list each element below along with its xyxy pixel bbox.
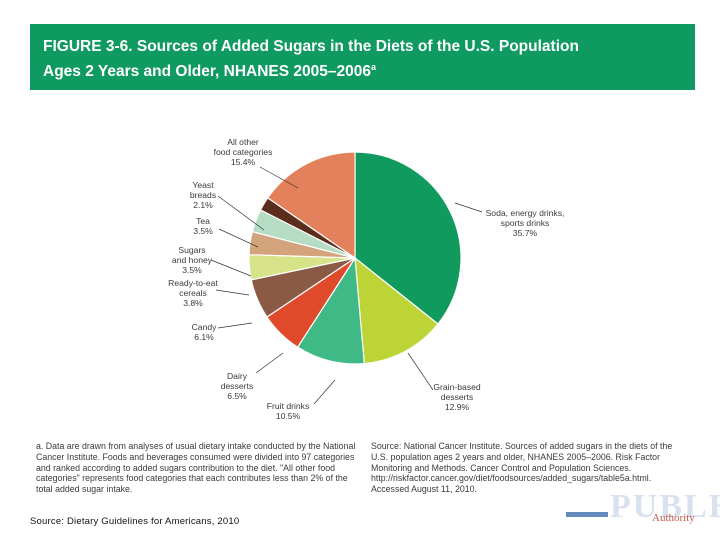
figure-title-line-2: Ages 2 Years and Older, NHANES 2005–2006: [43, 63, 371, 81]
figure-title-line-1: FIGURE 3-6. Sources of Added Sugars in t…: [43, 38, 579, 55]
pie-slice-soda-energy-drinks-sports-drinks: [354, 151, 462, 325]
leader-line-soda-energy-drinks-sports-drinks: [454, 202, 483, 213]
figure-panel: FIGURE 3-6. Sources of Added Sugars in t…: [30, 24, 695, 516]
footnote-source: Source: National Cancer Institute. Sourc…: [371, 441, 673, 495]
leader-line-fruit-drinks: [313, 379, 336, 405]
publisher-logo: PUBLH Authority: [566, 486, 720, 530]
slice-label-soda-energy-drinks-sports-drinks: Soda, energy drinks, sports drinks 35.7%: [486, 208, 565, 238]
slice-label-all-other-food-categories: All other food categories 15.4%: [214, 137, 273, 167]
leader-line-sugars-and-honey: [210, 259, 252, 277]
slice-label-yeast-breads: Yeast breads 2.1%: [190, 180, 216, 210]
slice-label-sugars-and-honey: Sugars and honey 3.5%: [172, 245, 213, 275]
leader-line-all-other-food-categories: [259, 166, 299, 189]
logo-letters: PUBLH: [610, 488, 720, 525]
slice-label-fruit-drinks: Fruit drinks 10.5%: [267, 401, 310, 421]
logo-tagline: Authority: [652, 512, 695, 524]
pie-slice-grain-based-desserts: [354, 256, 439, 365]
footnote-data-note: a. Data are drawn from analyses of usual…: [36, 441, 356, 495]
slice-label-dairy-desserts: Dairy desserts 6.5%: [221, 371, 253, 401]
leader-line-dairy-desserts: [255, 352, 284, 374]
pie-chart: Soda, energy drinks, sports drinks 35.7% Gr…: [168, 137, 565, 421]
figure-title: FIGURE 3-6. Sources of Added Sugars in t…: [43, 36, 683, 82]
slice-label-ready-to-eat-cereals: Ready-to-eat cereals 3.8%: [168, 278, 218, 308]
pie-slice-fruit-drinks: [296, 256, 365, 365]
logo-bar: [566, 512, 608, 517]
source-credit: Source: Dietary Guidelines for Americans…: [30, 516, 240, 527]
pie-slice-all-other-food-categories: [266, 151, 356, 260]
leader-line-tea: [218, 228, 259, 248]
figure-header: FIGURE 3-6. Sources of Added Sugars in t…: [30, 24, 695, 90]
figure-title-footnote-marker: a: [370, 62, 376, 72]
slice-label-grain-based-desserts: Grain-based desserts 12.9%: [433, 382, 481, 412]
leader-line-yeast-breads: [217, 195, 265, 231]
pie-chart-area: Soda, energy drinks, sports drinks 35.7% Gr…: [30, 90, 695, 460]
leader-line-ready-to-eat-cereals: [215, 289, 250, 296]
slice-label-candy: Candy 6.1%: [192, 322, 218, 342]
leader-line-grain-based-desserts: [407, 352, 434, 391]
leader-line-candy: [217, 322, 253, 329]
slice-label-tea: Tea 3.5%: [193, 216, 213, 236]
